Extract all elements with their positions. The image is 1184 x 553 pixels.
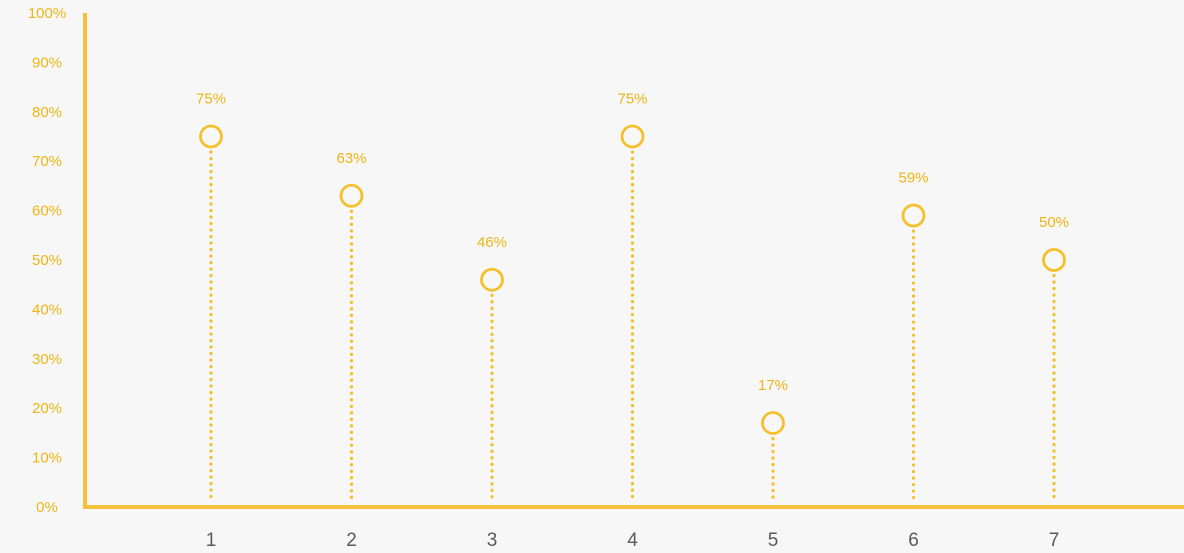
lollipop-marker xyxy=(480,267,504,292)
y-tick-label: 70% xyxy=(32,153,62,170)
y-tick-label: 40% xyxy=(32,301,62,318)
y-tick-label: 20% xyxy=(32,400,62,417)
y-tick-label: 50% xyxy=(32,252,62,269)
x-tick-label: 5 xyxy=(768,530,779,551)
y-tick-label: 80% xyxy=(32,104,62,121)
data-label: 46% xyxy=(477,234,507,251)
y-tick-label: 10% xyxy=(32,450,62,467)
x-tick-label: 7 xyxy=(1049,530,1060,551)
data-label: 17% xyxy=(758,377,788,394)
lollipop-marker xyxy=(901,203,926,228)
lollipop-marker xyxy=(339,183,364,208)
markers xyxy=(199,124,1066,435)
data-label: 59% xyxy=(898,170,928,187)
x-axis: 1 2 3 4 5 6 7 xyxy=(83,505,1184,551)
x-tick-label: 3 xyxy=(487,530,498,551)
lollipop-marker xyxy=(199,124,223,149)
x-tick-label: 2 xyxy=(346,530,357,551)
y-tick-label: 100% xyxy=(28,5,66,22)
lollipop-marker xyxy=(761,411,785,435)
lollipop-marker xyxy=(620,124,645,149)
y-axis: 0% 10% 20% 30% 40% 50% 60% 70% 80% 90% 100% xyxy=(28,5,87,516)
data-label: 63% xyxy=(336,150,366,167)
x-tick-label: 4 xyxy=(627,530,638,551)
lollipop-marker xyxy=(1042,248,1066,272)
x-tick-label: 6 xyxy=(908,530,919,551)
data-label: 75% xyxy=(196,91,226,108)
stems xyxy=(209,150,1056,503)
data-label: 75% xyxy=(617,91,647,108)
y-tick-label: 0% xyxy=(36,499,58,516)
data-label: 50% xyxy=(1039,214,1069,231)
x-tick-label: 1 xyxy=(206,530,217,551)
y-tick-label: 30% xyxy=(32,351,62,368)
data-labels: 75% 63% 46% 75% 17% 59% 50% xyxy=(196,91,1069,395)
y-tick-label: 90% xyxy=(32,54,62,71)
y-tick-label: 60% xyxy=(32,203,62,220)
